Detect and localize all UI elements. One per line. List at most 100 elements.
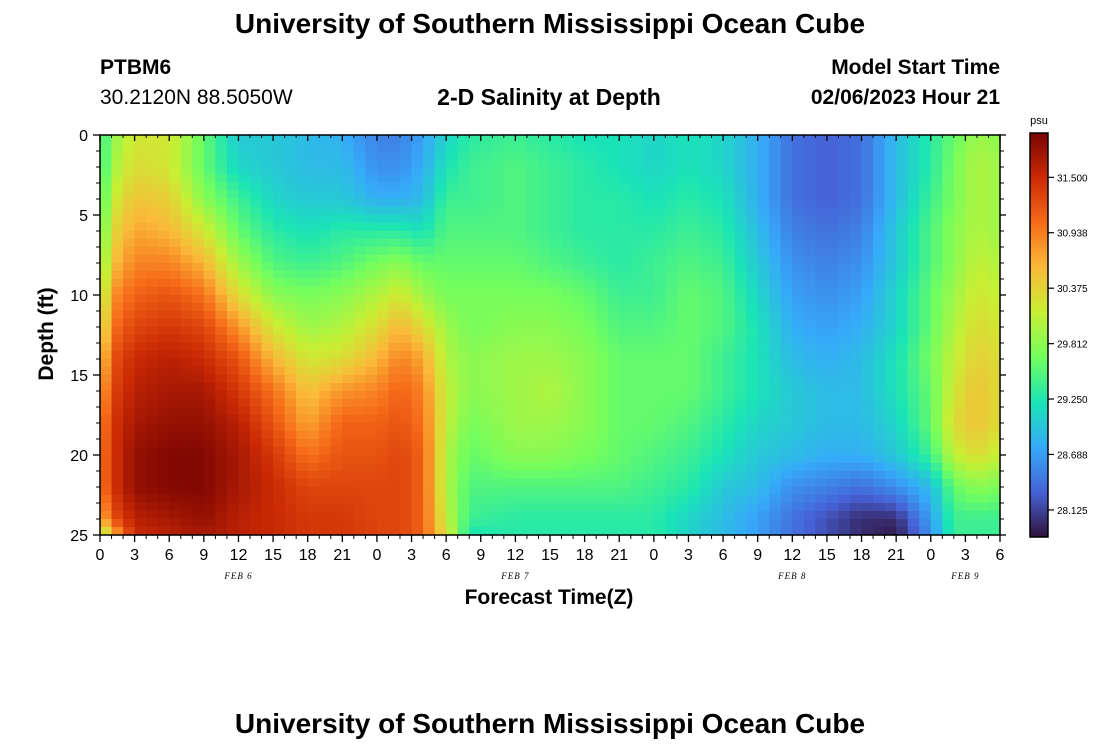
- heatmap-cell: [411, 479, 424, 488]
- heatmap-cell: [457, 431, 470, 440]
- heatmap-cell: [653, 527, 666, 536]
- heatmap-cell: [319, 167, 332, 176]
- heatmap-cell: [965, 167, 978, 176]
- heatmap-cell: [376, 207, 390, 216]
- heatmap-cell: [884, 231, 897, 240]
- heatmap-cell: [111, 207, 124, 216]
- heatmap-cell: [411, 391, 424, 400]
- heatmap-cell: [353, 519, 366, 528]
- heatmap-cell: [365, 255, 378, 264]
- x-tick-label: 12: [506, 547, 524, 564]
- heatmap-cell: [630, 207, 643, 216]
- heatmap-cell: [376, 447, 390, 456]
- heatmap-cell: [203, 223, 216, 232]
- heatmap-cell: [319, 271, 332, 280]
- heatmap-cell: [711, 479, 724, 488]
- heatmap-cell: [688, 375, 701, 384]
- heatmap-cell: [480, 455, 493, 464]
- x-tick-label: 0: [372, 547, 381, 564]
- heatmap-cell: [111, 135, 124, 144]
- heatmap-cell: [226, 223, 240, 232]
- heatmap-cell: [423, 215, 436, 224]
- heatmap-cell: [180, 303, 193, 312]
- heatmap-cell: [492, 471, 505, 480]
- heatmap-cell: [815, 455, 828, 464]
- heatmap-cell: [976, 271, 990, 280]
- heatmap-cell: [746, 263, 759, 272]
- heatmap-cell: [515, 215, 528, 224]
- heatmap-cell: [123, 263, 136, 272]
- heatmap-cell: [665, 503, 678, 512]
- heatmap-cell: [700, 479, 713, 488]
- heatmap-cell: [134, 335, 147, 344]
- heatmap-cell: [919, 431, 932, 440]
- heatmap-cell: [215, 183, 228, 192]
- heatmap-cell: [319, 183, 332, 192]
- heatmap-cell: [515, 335, 528, 344]
- heatmap-cell: [700, 407, 713, 416]
- heatmap-cell: [411, 319, 424, 328]
- heatmap-cell: [111, 399, 124, 408]
- heatmap-cell: [919, 447, 932, 456]
- heatmap-cell: [203, 159, 216, 168]
- heatmap-cell: [365, 439, 378, 448]
- heatmap-cell: [896, 383, 909, 392]
- heatmap-cell: [919, 255, 932, 264]
- heatmap-cell: [930, 295, 943, 304]
- heatmap-cell: [965, 503, 978, 512]
- heatmap-cell: [757, 279, 770, 288]
- heatmap-cell: [538, 215, 551, 224]
- heatmap-cell: [111, 415, 124, 424]
- heatmap-cell: [711, 167, 724, 176]
- heatmap-cell: [584, 303, 597, 312]
- heatmap-cell: [584, 391, 597, 400]
- heatmap-cell: [226, 319, 240, 328]
- heatmap-cell: [330, 207, 343, 216]
- heatmap-cell: [446, 295, 459, 304]
- heatmap-cell: [723, 143, 736, 152]
- heatmap-cell: [411, 471, 424, 480]
- heatmap-cell: [180, 415, 193, 424]
- heatmap-cell: [757, 439, 770, 448]
- heatmap-cell: [480, 231, 493, 240]
- heatmap-cell: [780, 167, 793, 176]
- heatmap-cell: [826, 255, 840, 264]
- heatmap-cell: [653, 223, 666, 232]
- heatmap-cell: [711, 183, 724, 192]
- heatmap-cell: [965, 351, 978, 360]
- heatmap-cell: [400, 487, 413, 496]
- heatmap-cell: [884, 223, 897, 232]
- heatmap-cell: [988, 399, 1001, 408]
- heatmap-cell: [676, 495, 690, 504]
- heatmap-cell: [469, 207, 482, 216]
- heatmap-cell: [965, 471, 978, 480]
- heatmap-cell: [238, 303, 251, 312]
- heatmap-cell: [826, 135, 840, 144]
- heatmap-cell: [319, 335, 332, 344]
- heatmap-cell: [619, 423, 632, 432]
- heatmap-cell: [734, 175, 747, 184]
- heatmap-cell: [976, 295, 990, 304]
- heatmap-cell: [734, 463, 747, 472]
- heatmap-cell: [607, 239, 620, 248]
- heatmap-cell: [723, 175, 736, 184]
- x-tick-label: 15: [264, 547, 282, 564]
- y-tick-label: 5: [79, 208, 88, 225]
- heatmap-cell: [111, 463, 124, 472]
- heatmap-cell: [838, 303, 851, 312]
- heatmap-cell: [757, 383, 770, 392]
- heatmap-cell: [457, 479, 470, 488]
- heatmap-cell: [873, 239, 886, 248]
- heatmap-cell: [342, 527, 355, 536]
- heatmap-cell: [123, 447, 136, 456]
- heatmap-cell: [792, 287, 805, 296]
- heatmap-cell: [780, 199, 793, 208]
- heatmap-cell: [907, 327, 920, 336]
- heatmap-cell: [192, 151, 205, 160]
- heatmap-cell: [446, 319, 459, 328]
- heatmap-cell: [988, 335, 1001, 344]
- heatmap-cell: [342, 239, 355, 248]
- heatmap-cell: [550, 519, 563, 528]
- heatmap-cell: [526, 519, 540, 528]
- heatmap-cell: [123, 495, 136, 504]
